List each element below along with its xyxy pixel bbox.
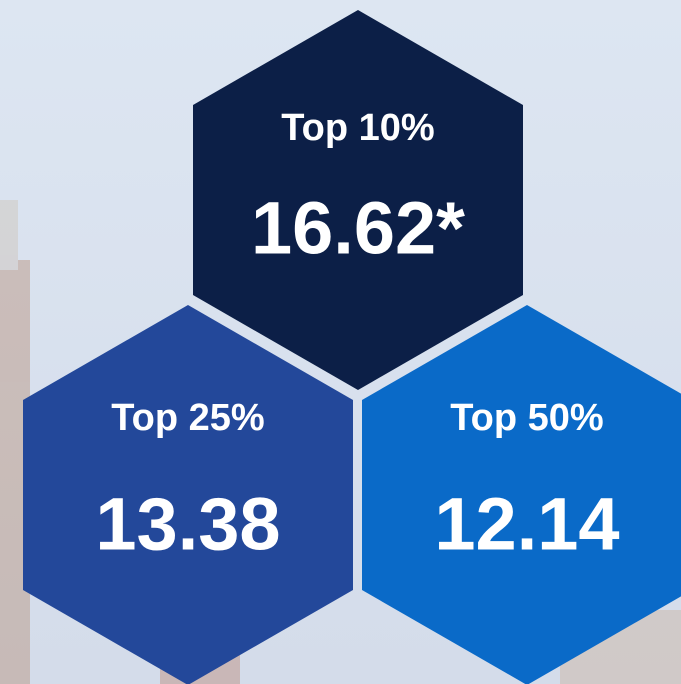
infographic: Top 10% 16.62* Top 25% 13.38 Top 50% 12.… bbox=[0, 0, 681, 684]
hexagon-label: Top 10% bbox=[281, 107, 434, 149]
hexagon-label: Top 50% bbox=[450, 397, 603, 439]
hexagon-label: Top 25% bbox=[111, 397, 264, 439]
hexagon-value: 16.62* bbox=[251, 187, 465, 270]
hexagon-value: 12.14 bbox=[434, 483, 619, 566]
hexagon-value: 13.38 bbox=[95, 483, 280, 566]
page: {"hexagons": [ {"label": "Top 10%", "val… bbox=[0, 0, 681, 684]
